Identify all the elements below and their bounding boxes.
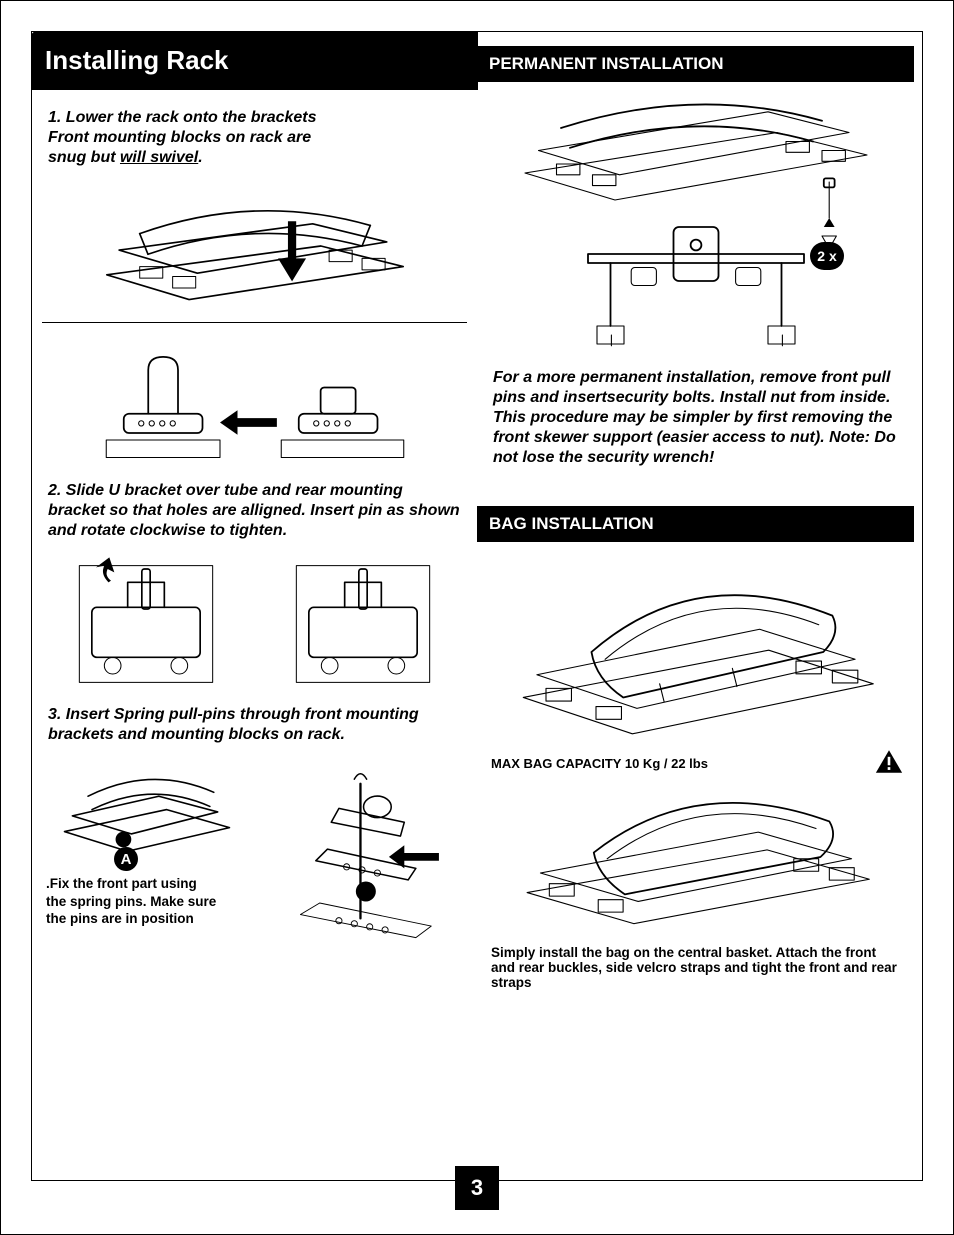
diagram-step1 (42, 176, 467, 316)
diagram-permanent: 2 x (487, 92, 904, 362)
bag-text: Simply install the bag on the central ba… (487, 937, 904, 994)
page: Installing Rack 1. Lower the rack onto t… (0, 0, 954, 1235)
badge-a-1: A (114, 847, 138, 871)
step-3-text: 3. Insert Spring pull-pins through front… (42, 699, 467, 753)
diagram-bag-2 (487, 777, 904, 937)
diagram-bag-1 (487, 552, 904, 752)
diagram-u-bracket (42, 335, 467, 475)
two-x-badge: 2 x (810, 242, 844, 270)
two-column-layout: Installing Rack 1. Lower the rack onto t… (32, 32, 922, 1180)
page-number: 3 (455, 1166, 499, 1210)
max-capacity-text: MAX BAG CAPACITY 10 Kg / 22 lbs (487, 752, 904, 777)
step-1-line3-post: . (198, 149, 202, 166)
warning-icon (874, 748, 904, 775)
diagram-spring-pins-row: A .Fix the front part using the spring p… (42, 753, 467, 953)
step-1-line2: Front mounting blocks on rack are (48, 129, 311, 146)
permanent-text: For a more permanent installation, remov… (487, 362, 904, 476)
step-1-line1: 1. Lower the rack onto the brackets (48, 109, 317, 126)
content-frame: Installing Rack 1. Lower the rack onto t… (31, 31, 923, 1181)
bag-title-bar: BAG INSTALLATION (477, 506, 914, 542)
diagram-rotate-pair (42, 549, 467, 699)
left-column: Installing Rack 1. Lower the rack onto t… (32, 32, 477, 1180)
fix-caption: .Fix the front part using the spring pin… (42, 871, 222, 932)
step-1-text: 1. Lower the rack onto the brackets Fron… (42, 102, 467, 176)
permanent-title-bar: PERMANENT INSTALLATION (477, 46, 914, 82)
step-1-underline: will swivel (120, 149, 198, 166)
main-title-bar: Installing Rack (31, 31, 478, 90)
bolt-qty-callout: 2 x (810, 242, 844, 270)
divider-1 (42, 322, 467, 323)
step-2-text: 2. Slide U bracket over tube and rear mo… (42, 475, 467, 549)
right-column: PERMANENT INSTALLATION (477, 32, 922, 1180)
step-1-line3-pre: snug but (48, 149, 120, 166)
